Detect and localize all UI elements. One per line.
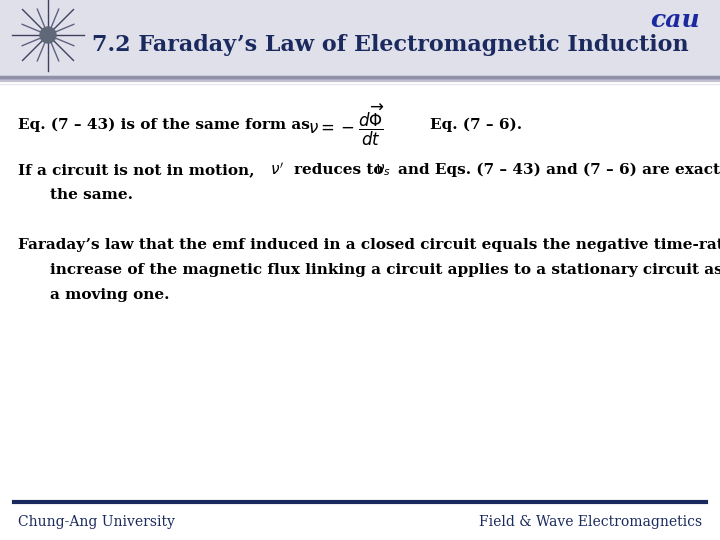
Text: Eq. (7 – 43) is of the same form as: Eq. (7 – 43) is of the same form as [18, 118, 310, 132]
Text: $\nu_s$: $\nu_s$ [375, 162, 391, 178]
Text: Field & Wave Electromagnetics: Field & Wave Electromagnetics [479, 515, 702, 529]
Text: $\nu = -\dfrac{d\overrightarrow{\Phi}}{dt}$: $\nu = -\dfrac{d\overrightarrow{\Phi}}{d… [308, 102, 385, 148]
Text: If a circuit is not in motion,: If a circuit is not in motion, [18, 163, 254, 177]
Text: Faraday’s law that the emf induced in a closed circuit equals the negative time-: Faraday’s law that the emf induced in a … [18, 238, 720, 252]
FancyBboxPatch shape [0, 0, 720, 78]
Text: Chung-Ang University: Chung-Ang University [18, 515, 175, 529]
Text: a moving one.: a moving one. [50, 288, 169, 302]
Text: increase of the magnetic flux linking a circuit applies to a stationary circuit : increase of the magnetic flux linking a … [50, 263, 720, 277]
Text: Eq. (7 – 6).: Eq. (7 – 6). [430, 118, 522, 132]
Text: cau: cau [650, 8, 700, 32]
Circle shape [40, 27, 56, 43]
Text: reduces to: reduces to [294, 163, 384, 177]
Text: 7.2 Faraday’s Law of Electromagnetic Induction: 7.2 Faraday’s Law of Electromagnetic Ind… [91, 34, 688, 56]
Text: the same.: the same. [50, 188, 133, 202]
Text: and Eqs. (7 – 43) and (7 – 6) are exactly: and Eqs. (7 – 43) and (7 – 6) are exactl… [398, 163, 720, 177]
Text: $\nu'$: $\nu'$ [270, 161, 284, 178]
